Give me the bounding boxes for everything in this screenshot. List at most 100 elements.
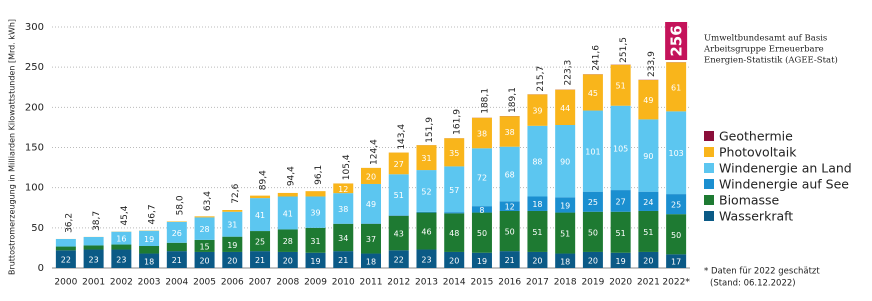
- segment-label: 49: [643, 96, 653, 105]
- total-label: 96,1: [314, 165, 324, 185]
- bar-segment: [610, 252, 631, 268]
- bar-segment: [416, 145, 437, 171]
- segment-label: 25: [671, 201, 681, 210]
- x-tick-label: 2018: [554, 278, 577, 288]
- segment-label: 19: [144, 235, 154, 244]
- segment-label: 49: [366, 200, 376, 209]
- total-label: 161,9: [453, 109, 463, 135]
- bar-segment: [388, 152, 409, 175]
- y-tick-label: 150: [25, 143, 44, 154]
- segment-label: 8: [479, 206, 484, 215]
- segment-label: 61: [671, 83, 681, 92]
- bar-segment: [610, 190, 631, 212]
- segment-label: 19: [477, 257, 487, 266]
- x-tick-label: 2020: [609, 278, 632, 288]
- bar-segment: [416, 212, 437, 250]
- bar-segment: [194, 217, 215, 240]
- segment-label: 51: [532, 228, 542, 237]
- bar-segment: [55, 250, 76, 268]
- bar-segment: [388, 250, 409, 268]
- bar-segment: [666, 62, 687, 112]
- segment-label: 20: [449, 256, 459, 265]
- bar-segment: [610, 64, 631, 106]
- bar-segment: [361, 223, 381, 254]
- bar-segment: [139, 253, 160, 268]
- legend-swatch: [704, 163, 714, 173]
- segment-label: 39: [310, 209, 320, 218]
- segment-label: 27: [616, 197, 626, 206]
- segment-label: 31: [227, 221, 237, 230]
- segment-label: 72: [477, 174, 487, 183]
- segment-label: 41: [283, 209, 293, 218]
- total-box: [665, 22, 688, 60]
- segment-label: 34: [338, 234, 348, 243]
- bar-segment: [388, 215, 409, 216]
- bar-segment: [582, 251, 603, 268]
- segment-label: 18: [366, 257, 376, 266]
- segment-label: 51: [616, 229, 626, 238]
- bar-segment: [277, 196, 298, 230]
- total-label: 124,4: [370, 139, 380, 165]
- bar-segment: [194, 216, 215, 218]
- x-tick-label: 2016: [498, 278, 521, 288]
- legend-label: Windenergie an Land: [719, 161, 852, 176]
- bar-segment: [333, 183, 354, 194]
- x-tick-label: 2008: [276, 278, 299, 288]
- segment-label: 50: [505, 228, 515, 237]
- legend-swatch: [704, 195, 714, 205]
- total-label: 36,2: [64, 213, 74, 233]
- bar-segment: [55, 238, 76, 247]
- bar-segment: [166, 221, 187, 243]
- segment-label: 103: [668, 149, 683, 158]
- bar-segment: [222, 211, 243, 237]
- segment-label: 31: [310, 237, 320, 246]
- segment-label: 19: [227, 241, 237, 250]
- bar-segment: [333, 251, 354, 268]
- segment-label: 20: [643, 256, 653, 265]
- bar-segment: [555, 89, 576, 126]
- segment-label: 28: [283, 237, 293, 246]
- x-tick-label: 2013: [415, 278, 438, 288]
- segment-label: 57: [449, 186, 459, 195]
- segment-label: 21: [255, 256, 265, 265]
- bar-segment: [388, 174, 409, 216]
- segment-label: 21: [505, 256, 515, 265]
- segment-label: 50: [671, 231, 681, 240]
- segment-label: 12: [338, 185, 348, 194]
- x-tick-label: 2005: [193, 278, 216, 288]
- bar-segment: [638, 210, 659, 252]
- bar-segment: [222, 251, 243, 268]
- total-label: 89,4: [259, 170, 269, 190]
- bar-segment: [555, 212, 576, 254]
- bar-segment: [471, 206, 492, 213]
- segment-label: 39: [532, 107, 542, 116]
- total-label: 256: [668, 25, 686, 56]
- bar-segment: [638, 191, 659, 211]
- segment-label: 18: [144, 257, 154, 266]
- segment-label: 26: [172, 229, 182, 238]
- bar-segment: [277, 229, 298, 252]
- bar-segment: [222, 236, 243, 252]
- segment-label: 41: [255, 211, 265, 220]
- bar-segment: [361, 253, 381, 268]
- bar-segment: [111, 249, 132, 268]
- bar-segment: [388, 215, 409, 251]
- bar-segment: [471, 252, 492, 268]
- total-label: 45,4: [120, 205, 130, 225]
- x-tick-label: 2014: [443, 278, 466, 288]
- bar-segment: [471, 117, 492, 149]
- bar-segment: [305, 191, 326, 197]
- segment-label: 38: [505, 128, 515, 137]
- y-tick-label: 300: [25, 22, 44, 33]
- bar-segment: [250, 195, 271, 199]
- bar-segment: [333, 223, 354, 252]
- bar-segment: [638, 80, 659, 120]
- total-label: 58,0: [175, 195, 185, 215]
- segment-label: 20: [227, 256, 237, 265]
- segment-label: 38: [338, 205, 348, 214]
- bar-segment: [361, 167, 381, 184]
- segment-label: 18: [532, 200, 542, 209]
- segment-label: 19: [616, 257, 626, 266]
- x-tick-label: 2012: [387, 278, 410, 288]
- bar-segment: [416, 249, 437, 268]
